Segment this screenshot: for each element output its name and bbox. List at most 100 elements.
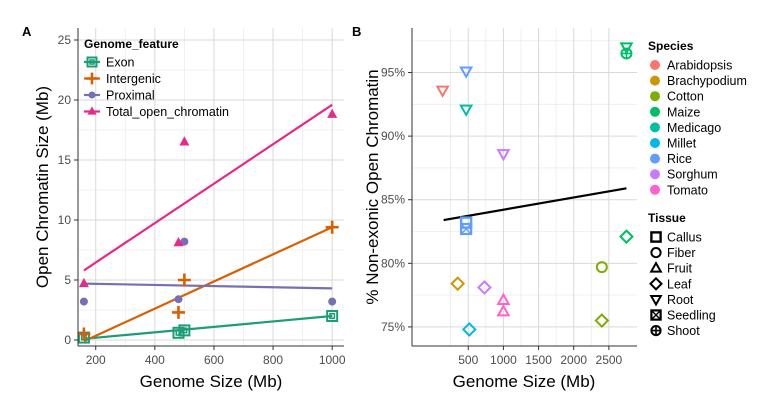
panel-b-y-tick-label: 75% <box>381 320 405 334</box>
panel-a-y-tick-label: 25 <box>58 33 72 47</box>
panel-a-axes: 200 400 600 800 1000 0 5 10 15 20 25 <box>58 28 346 367</box>
trend-line-proximal <box>83 282 333 290</box>
panel-b-x-tick-label: 500 <box>458 353 478 367</box>
panel-b-y-tick-label: 85% <box>381 193 405 207</box>
species-legend-label: Cotton <box>667 90 704 104</box>
panel-b-axes: 500 1000 1500 2000 2500 75% 80% 85% 90% 95% <box>381 28 637 367</box>
panel-a-x-tick-label: 200 <box>86 353 106 367</box>
panel-a-y-tick-label: 10 <box>58 213 72 227</box>
point-maize-shoot <box>620 47 633 60</box>
panel-a-legend: Genome_feature Exon Intergenic Proximal Tot… <box>84 37 229 119</box>
trend-line-intergenic <box>83 226 333 343</box>
tissue-legend-label: Fiber <box>667 246 695 260</box>
tissue-legend-seedling-icon <box>650 309 662 321</box>
species-legend-label: Rice <box>667 152 692 166</box>
tissue-legend-fiber-icon <box>650 247 662 259</box>
species-legend-label: Arabidopsis <box>667 59 732 73</box>
species-legend-label: Tomato <box>667 183 708 197</box>
point-rice-root <box>459 66 474 79</box>
point-total_open_chromatin <box>78 277 89 288</box>
tissue-legend-label: Callus <box>667 231 702 245</box>
point-intergenic <box>177 273 191 287</box>
panel-b-label: B <box>352 24 361 39</box>
panel-a-trend-lines <box>83 103 333 343</box>
tissue-legend-title: Tissue <box>648 211 686 225</box>
point-tomato-fruit <box>496 292 511 305</box>
species-legend-label: Medicago <box>667 121 721 135</box>
panel-a-y-tick-label: 20 <box>58 93 72 107</box>
panel-b-plot-area <box>412 28 637 346</box>
point-intergenic <box>325 220 339 234</box>
panel-a-x-axis-label: Genome Size (Mb) <box>140 372 283 391</box>
panel-b: B 500 1000 1500 2000 2500 75% 80% 85% 90% 95% Gen… <box>352 24 747 391</box>
point-cotton-leaf <box>594 313 610 328</box>
legend-label-proximal: Proximal <box>106 89 155 103</box>
point-brachypodium-leaf <box>450 276 466 292</box>
panel-a-points <box>77 108 339 344</box>
species-legend-label: Sorghum <box>667 168 718 182</box>
legend-marker-intergenic <box>86 72 98 85</box>
species-legend-label: Brachypodium <box>667 74 747 88</box>
panel-a-grid <box>78 28 344 346</box>
tissue-legend-label: Fruit <box>667 262 693 276</box>
point-rice-callus <box>459 216 473 229</box>
panel-a-x-tick-label: 400 <box>145 353 165 367</box>
tissue-legend-leaf-icon <box>649 276 663 291</box>
tissue-legend-root-icon <box>649 294 663 307</box>
panel-b-y-axis-label: % Non-exonic Open Chromatin <box>363 69 382 304</box>
point-proximal <box>79 297 88 306</box>
tissue-legend-label: Root <box>667 293 694 307</box>
species-legend-label: Millet <box>667 137 697 151</box>
species-legend-swatch <box>650 138 660 148</box>
panel-b-trend-line <box>443 187 627 222</box>
panel-a-x-tick-label: 1000 <box>319 353 346 367</box>
panel-b-x-tick-label: 2000 <box>560 353 587 367</box>
panel-a-y-axis-label: Open Chromatin Size (Mb) <box>33 86 52 288</box>
panel-b-x-axis-label: Genome Size (Mb) <box>453 372 596 391</box>
point-medicago-root <box>459 104 474 117</box>
species-legend-swatch <box>650 106 660 117</box>
tissue-legend-fruit-icon <box>649 261 663 273</box>
species-legend-swatch <box>650 184 660 195</box>
panel-a-plot-area <box>78 28 344 346</box>
point-proximal <box>174 295 183 304</box>
point-proximal <box>328 297 337 306</box>
panel-b-x-tick-label: 1500 <box>525 353 552 367</box>
point-exon <box>178 324 191 337</box>
panel-b-x-tick-label: 1000 <box>490 353 517 367</box>
species-legend-swatch <box>650 153 660 164</box>
point-total_open_chromatin <box>327 108 338 118</box>
tissue-legend-callus-icon <box>650 231 662 243</box>
panel-a-x-tick-label: 600 <box>204 353 224 367</box>
species-legend-swatch <box>650 75 660 86</box>
species-legend-title: Species <box>648 39 694 53</box>
species-legend-swatch <box>650 60 660 70</box>
point-total_open_chromatin <box>179 136 190 146</box>
species-legend-swatch <box>650 169 660 180</box>
point-proximal <box>180 237 189 246</box>
tissue-legend-label: Shoot <box>667 324 700 338</box>
species-legend-label: Maize <box>667 105 700 119</box>
point-intergenic <box>171 305 185 319</box>
point-rice-seedling <box>460 222 473 236</box>
panel-b-y-tick-label: 80% <box>381 256 405 270</box>
species-legend-swatch <box>650 122 660 133</box>
point-intergenic <box>77 327 91 341</box>
panel-a-legend-title: Genome_feature <box>84 37 179 51</box>
panel-b-y-tick-label: 95% <box>381 66 405 80</box>
species-legend-swatch <box>650 91 660 102</box>
point-sorghum-leaf <box>477 280 492 295</box>
legend-marker-total_open_chromatin <box>87 106 97 115</box>
point-maize-leaf <box>619 229 634 245</box>
point-arabidopsis-root <box>435 85 450 98</box>
panel-b-points <box>435 42 634 337</box>
tissue-legend-label: Seedling <box>667 309 716 323</box>
panel-a: A 200 400 600 800 1000 0 5 10 15 20 25 Genome_feat… <box>22 24 346 391</box>
legend-marker-proximal <box>88 91 96 99</box>
trend-line-exon <box>83 314 333 340</box>
point-maize-root <box>619 42 634 55</box>
panel-a-y-tick-label: 15 <box>58 153 72 167</box>
